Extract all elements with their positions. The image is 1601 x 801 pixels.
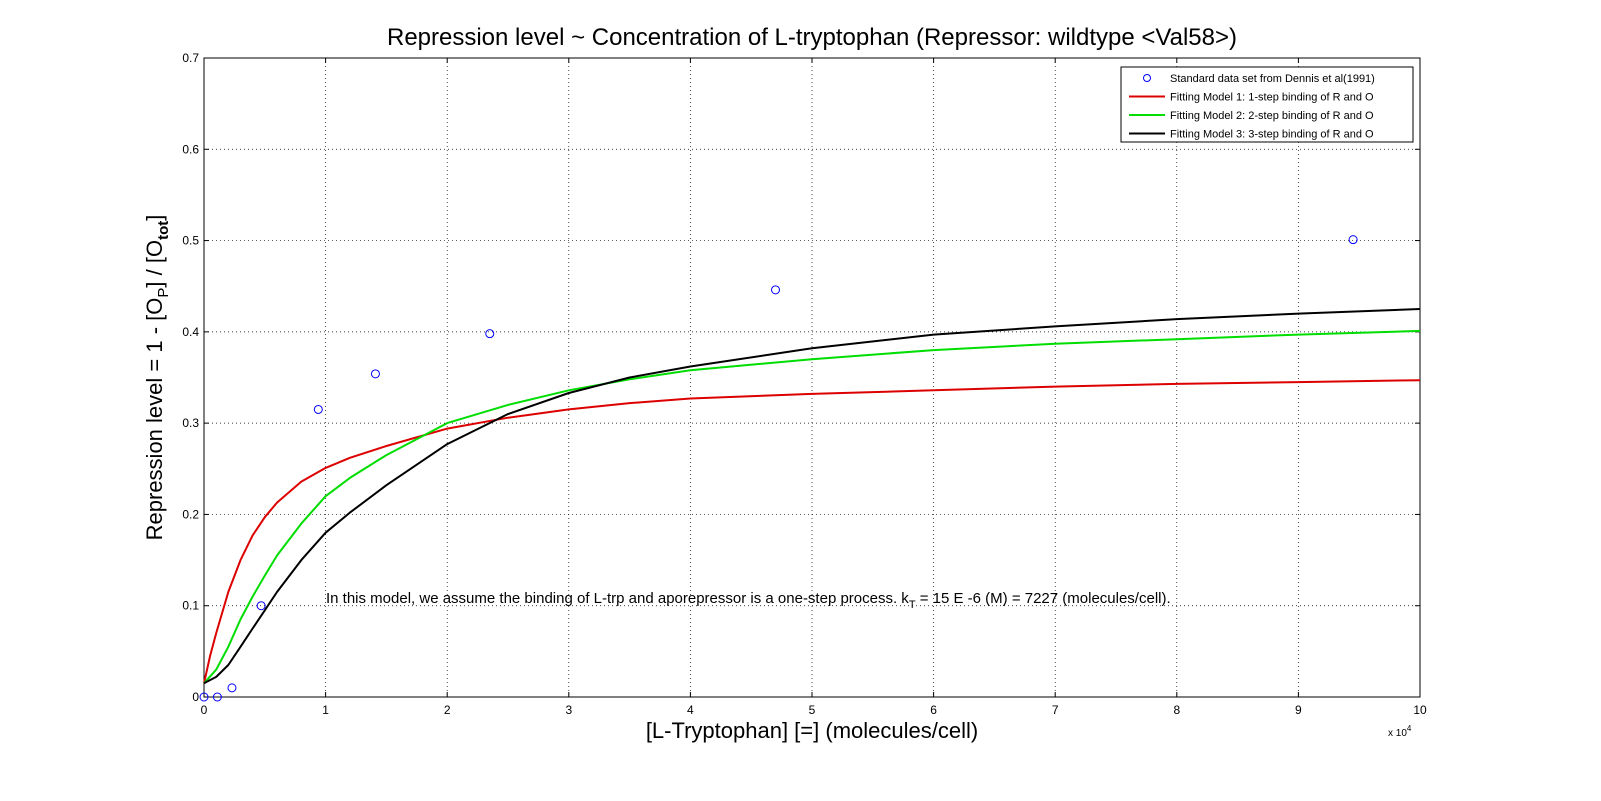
- data-point-marker: [256, 601, 266, 611]
- x-tick-label: 9: [1295, 703, 1302, 717]
- x-tick-label: 0: [201, 703, 208, 717]
- y-label-prefix: Repression level = 1 - [O: [142, 298, 167, 541]
- y-label-sub1: P: [155, 288, 172, 298]
- x-tick-label: 6: [930, 703, 937, 717]
- annotation-subscript: T: [909, 599, 916, 611]
- y-label-suffix: ]: [142, 215, 167, 221]
- legend-marker: [1143, 74, 1151, 82]
- y-tick-label: 0.5: [182, 234, 199, 248]
- x-tick-label: 2: [444, 703, 451, 717]
- annotation-text: In this model, we assume the binding of …: [326, 590, 1171, 611]
- annotation-text-before: In this model, we assume the binding of …: [326, 590, 909, 607]
- y-label-sub2: tot: [155, 221, 172, 240]
- data-point-marker: [370, 369, 380, 379]
- legend-entry-label: Fitting Model 3: 3-step binding of R and…: [1170, 129, 1374, 141]
- data-point-marker: [485, 329, 495, 339]
- x-tick-label: 4: [687, 703, 694, 717]
- grid-lines: [204, 58, 1420, 697]
- y-tick-label: 0.7: [182, 51, 199, 65]
- y-tick-label: 0.4: [182, 325, 199, 339]
- series-line: [203, 379, 1421, 684]
- legend-box: [1120, 66, 1414, 143]
- x-multiplier-exponent: 4: [1407, 724, 1412, 733]
- chart-title: Repression level ~ Concentration of L-tr…: [387, 24, 1237, 51]
- x-tick-label: 7: [1052, 703, 1059, 717]
- legend-entry-label: Fitting Model 1: 1-step binding of R and…: [1170, 92, 1374, 104]
- legend-entry-label: Standard data set from Dennis et al(1991…: [1170, 73, 1375, 85]
- y-tick-label: 0: [192, 690, 199, 704]
- x-tick-label: 5: [809, 703, 816, 717]
- annotation-text-after: = 15 E -6 (M) = 7227 (molecules/cell).: [916, 590, 1171, 607]
- x-axis-label: [L-Tryptophan] [=] (molecules/cell): [646, 718, 978, 743]
- data-points: [199, 235, 1358, 702]
- data-point-marker: [212, 692, 222, 702]
- data-point-marker: [313, 404, 323, 414]
- y-label-middle: ] / [O: [142, 240, 167, 288]
- data-point-marker: [227, 683, 237, 693]
- series-layer: [203, 308, 1421, 685]
- legend: Standard data set from Dennis et al(1991…: [1120, 66, 1414, 143]
- x-tick-label: 8: [1173, 703, 1180, 717]
- legend-entry-label: Fitting Model 2: 2-step binding of R and…: [1170, 110, 1374, 122]
- data-point-marker: [1348, 235, 1358, 245]
- data-point-marker: [199, 692, 209, 702]
- y-tick-label: 0.2: [182, 507, 199, 521]
- series-line: [203, 329, 1421, 684]
- x-tick-label: 10: [1413, 703, 1427, 717]
- y-tick-label: 0.3: [182, 416, 199, 430]
- x-multiplier-base: x 10: [1388, 728, 1407, 739]
- x-tick-label: 1: [322, 703, 329, 717]
- data-point-marker: [771, 285, 781, 295]
- y-axis-label: Repression level = 1 - [OP] / [Otot]: [142, 215, 172, 541]
- x-tick-label: 3: [565, 703, 572, 717]
- axis-ticks: 0 1 2 3 4 5 6 7 8 9 10 0 0.1 0.2 0.3 0.4 0.5 0.6 0.7: [182, 51, 1427, 717]
- x-axis-multiplier: x 104: [1388, 724, 1412, 739]
- series-line: [203, 308, 1421, 685]
- y-tick-label: 0.6: [182, 142, 199, 156]
- y-tick-label: 0.1: [182, 599, 199, 613]
